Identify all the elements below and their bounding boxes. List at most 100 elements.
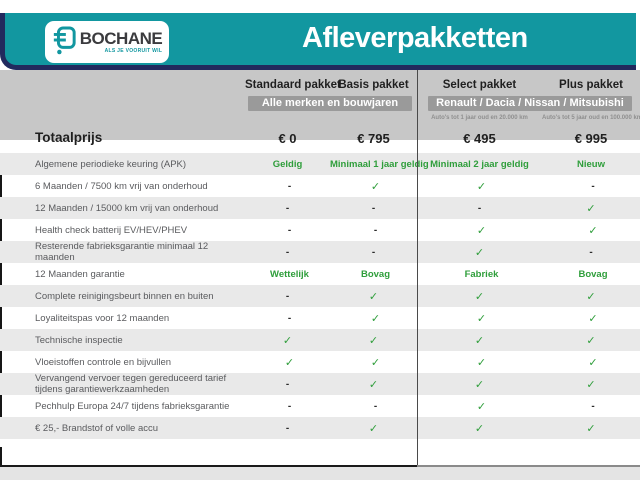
row-label: Vervangend vervoer tegen gereduceerd tar… xyxy=(35,373,227,395)
cell-plus: - xyxy=(591,400,595,412)
price-basis: € 795 xyxy=(357,131,390,146)
cell-plus: ✓ xyxy=(588,224,598,237)
cell-basis: - xyxy=(373,400,378,412)
table-row: Health check batterij EV/HEV/PHEV - - ✓ … xyxy=(0,219,640,241)
group-badge-all-brands: Alle merken en bouwjaren xyxy=(248,96,412,111)
table-row: Complete reinigingsbeurt binnen en buite… xyxy=(0,285,640,307)
column-header-basis: Basis pakket xyxy=(338,79,409,91)
cell-select: Minimaal 2 jaar geldig xyxy=(430,158,529,170)
table-row: Vloeistoffen controle en bijvullen ✓ ✓ ✓… xyxy=(0,351,640,373)
cell-standaard: Geldig xyxy=(272,158,303,170)
column-note-plus: Auto's tot 5 jaar oud en 100.000 km xyxy=(542,115,640,121)
bochane-logo: BOCHANE ALS JE VOORUIT WIL xyxy=(45,21,169,63)
cell-select: ✓ xyxy=(474,422,485,435)
table-row: € 25,- Brandstof of volle accu - ✓ ✓ ✓ xyxy=(0,417,640,439)
cell-select: ✓ xyxy=(474,378,485,391)
cell-plus: ✓ xyxy=(586,290,596,303)
cell-plus: - xyxy=(591,180,595,192)
cell-standaard: - xyxy=(285,422,290,434)
row-label: 12 Maanden garantie xyxy=(35,268,125,280)
table-row: 6 Maanden / 7500 km vrij van onderhoud -… xyxy=(0,175,640,197)
cell-basis: ✓ xyxy=(370,312,381,325)
cell-plus: ✓ xyxy=(586,378,596,391)
cell-standaard: ✓ xyxy=(282,334,293,347)
logo-tagline: ALS JE VOORUIT WIL xyxy=(104,48,163,54)
table-bottom-border-right xyxy=(417,465,640,467)
table-row: Pechhulp Europa 24/7 tijdens fabrieksgar… xyxy=(0,395,640,417)
cell-select: ✓ xyxy=(474,334,485,347)
cell-select: ✓ xyxy=(476,356,487,369)
cell-basis: - xyxy=(371,202,376,214)
row-label: Loyaliteitspas voor 12 maanden xyxy=(35,312,170,324)
cell-standaard: Wettelijk xyxy=(270,268,309,280)
row-label: Algemene periodieke keuring (APK) xyxy=(35,158,187,170)
row-label: 6 Maanden / 7500 km vrij van onderhoud xyxy=(35,180,208,192)
row-label: 12 Maanden / 15000 km vrij van onderhoud xyxy=(35,202,219,214)
cell-plus: ✓ xyxy=(586,202,596,215)
cell-plus: Bovag xyxy=(578,268,608,280)
column-header-standaard: Standaard pakket xyxy=(245,79,341,91)
cell-plus: ✓ xyxy=(586,334,596,347)
row-label: Pechhulp Europa 24/7 tijdens fabrieksgar… xyxy=(35,400,230,412)
cell-plus: - xyxy=(589,246,593,258)
column-note-select: Auto's tot 1 jaar oud en 20.000 km xyxy=(431,115,528,121)
cell-select: ✓ xyxy=(474,246,485,259)
table-rows: Algemene periodieke keuring (APK) Geldig… xyxy=(0,153,640,439)
row-label: Complete reinigingsbeurt binnen en buite… xyxy=(35,290,214,302)
price-select: € 495 xyxy=(463,131,496,146)
cell-basis: ✓ xyxy=(368,290,379,303)
cell-standaard: - xyxy=(287,224,292,236)
cell-select: ✓ xyxy=(476,180,487,193)
cell-select: ✓ xyxy=(474,290,485,303)
group-badge-renault-group: Renault / Dacia / Nissan / Mitsubishi xyxy=(428,96,632,111)
cell-basis: ✓ xyxy=(368,378,379,391)
cell-plus: ✓ xyxy=(586,422,596,435)
row-label: € 25,- Brandstof of volle accu xyxy=(35,422,159,434)
cell-basis: - xyxy=(371,246,376,258)
cell-basis: ✓ xyxy=(368,334,379,347)
cell-basis: ✓ xyxy=(370,356,381,369)
table-row: Loyaliteitspas voor 12 maanden - ✓ ✓ ✓ xyxy=(0,307,640,329)
cell-standaard: - xyxy=(285,202,290,214)
cell-basis: Bovag xyxy=(360,268,391,280)
cell-standaard: - xyxy=(287,180,292,192)
cell-standaard: - xyxy=(285,246,290,258)
row-label: Vloeistoffen controle en bijvullen xyxy=(35,356,172,368)
header-bar: BOCHANE ALS JE VOORUIT WIL Afleverpakket… xyxy=(0,13,636,70)
column-group-divider xyxy=(417,70,418,467)
price-plus: € 995 xyxy=(574,131,608,146)
cell-standaard: - xyxy=(287,400,292,412)
cell-select: ✓ xyxy=(476,224,487,237)
cell-select: ✓ xyxy=(476,400,487,413)
cell-select: Fabriek xyxy=(464,268,499,280)
cell-plus: ✓ xyxy=(588,312,598,325)
row-label: Technische inspectie xyxy=(35,334,123,346)
logo-name: BOCHANE xyxy=(79,29,163,48)
column-header-plus: Plus pakket xyxy=(559,79,623,91)
page-title: Afleverpakketten xyxy=(302,22,528,54)
row-label: Health check batterij EV/HEV/PHEV xyxy=(35,224,188,236)
cell-plus: Nieuw xyxy=(577,158,605,170)
total-price-label: Totaalprijs xyxy=(35,130,103,145)
cell-standaard: - xyxy=(285,378,290,390)
row-label: Resterende fabrieksgarantie minimaal 12 … xyxy=(35,241,209,263)
cell-standaard: - xyxy=(285,290,290,302)
table-footer-gap xyxy=(0,447,640,465)
table-row: Resterende fabrieksgarantie minimaal 12 … xyxy=(0,241,640,263)
price-standaard: € 0 xyxy=(278,131,297,146)
page-bottom-strip xyxy=(0,467,640,480)
table-bottom-border xyxy=(0,465,417,467)
cell-standaard: ✓ xyxy=(284,356,295,369)
cell-standaard: - xyxy=(287,312,292,324)
cell-basis: ✓ xyxy=(368,422,379,435)
table-header-band: Standaard pakket Basis pakket Select pak… xyxy=(0,70,640,146)
cell-basis: - xyxy=(373,224,378,236)
cell-plus: ✓ xyxy=(588,356,598,369)
table-row: Algemene periodieke keuring (APK) Geldig… xyxy=(0,153,640,175)
cell-basis: ✓ xyxy=(370,180,381,193)
cell-basis: Minimaal 1 jaar geldig xyxy=(330,158,429,170)
table-row: 12 Maanden garantie Wettelijk Bovag Fabr… xyxy=(0,263,640,285)
column-header-select: Select pakket xyxy=(442,79,517,91)
table-row: 12 Maanden / 15000 km vrij van onderhoud… xyxy=(0,197,640,219)
table-row: Technische inspectie ✓ ✓ ✓ ✓ xyxy=(0,329,640,351)
